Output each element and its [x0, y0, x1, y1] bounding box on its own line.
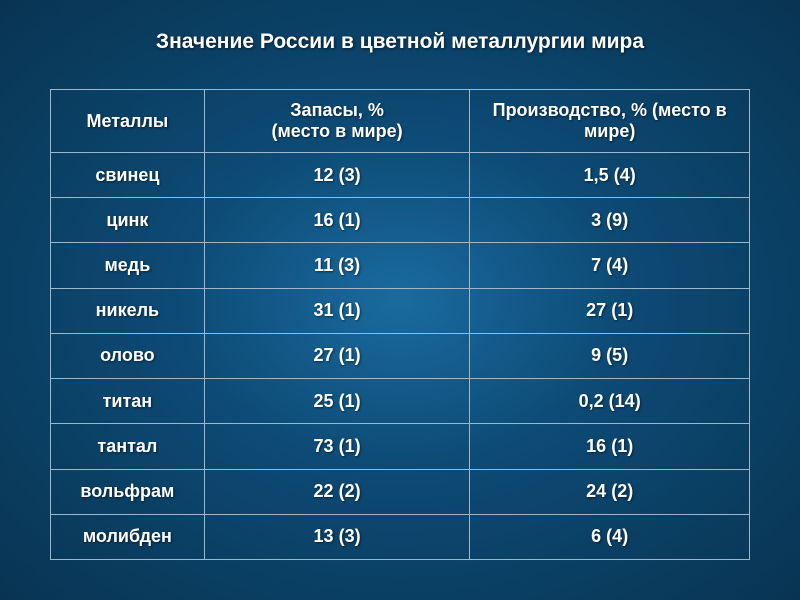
cell-production: 7 (4) [470, 243, 750, 288]
header-row: Металлы Запасы, %(место в мире) Производ… [51, 90, 750, 153]
cell-reserves: 12 (3) [204, 153, 470, 198]
col-header-production: Производство, % (место в мире) [470, 90, 750, 153]
table-row: олово27 (1)9 (5) [51, 333, 750, 378]
table-row: тантал73 (1)16 (1) [51, 424, 750, 469]
table-row: никель31 (1)27 (1) [51, 288, 750, 333]
cell-metal: свинец [51, 153, 205, 198]
cell-metal: олово [51, 333, 205, 378]
cell-metal: цинк [51, 198, 205, 243]
cell-production: 16 (1) [470, 424, 750, 469]
col-header-metal: Металлы [51, 90, 205, 153]
cell-reserves: 11 (3) [204, 243, 470, 288]
cell-metal: вольфрам [51, 469, 205, 514]
cell-production: 3 (9) [470, 198, 750, 243]
table-row: медь11 (3)7 (4) [51, 243, 750, 288]
cell-metal: титан [51, 379, 205, 424]
cell-metal: тантал [51, 424, 205, 469]
table-row: цинк16 (1)3 (9) [51, 198, 750, 243]
cell-production: 24 (2) [470, 469, 750, 514]
cell-metal: никель [51, 288, 205, 333]
slide-title: Значение России в цветной металлургии ми… [50, 30, 750, 54]
table-row: молибден13 (3)6 (4) [51, 514, 750, 559]
cell-production: 9 (5) [470, 333, 750, 378]
table-body: свинец12 (3)1,5 (4)цинк16 (1)3 (9)медь11… [51, 153, 750, 560]
cell-reserves: 31 (1) [204, 288, 470, 333]
table-row: свинец12 (3)1,5 (4) [51, 153, 750, 198]
cell-reserves: 73 (1) [204, 424, 470, 469]
cell-reserves: 25 (1) [204, 379, 470, 424]
cell-reserves: 13 (3) [204, 514, 470, 559]
cell-reserves: 22 (2) [204, 469, 470, 514]
slide: Значение России в цветной металлургии ми… [0, 0, 800, 600]
metallurgy-table: Металлы Запасы, %(место в мире) Производ… [50, 89, 750, 560]
cell-production: 6 (4) [470, 514, 750, 559]
cell-reserves: 27 (1) [204, 333, 470, 378]
cell-metal: молибден [51, 514, 205, 559]
cell-production: 0,2 (14) [470, 379, 750, 424]
table-container: Металлы Запасы, %(место в мире) Производ… [50, 89, 750, 560]
cell-metal: медь [51, 243, 205, 288]
table-row: титан25 (1)0,2 (14) [51, 379, 750, 424]
cell-reserves: 16 (1) [204, 198, 470, 243]
table-header: Металлы Запасы, %(место в мире) Производ… [51, 90, 750, 153]
col-header-reserves: Запасы, %(место в мире) [204, 90, 470, 153]
cell-production: 27 (1) [470, 288, 750, 333]
table-row: вольфрам22 (2)24 (2) [51, 469, 750, 514]
cell-production: 1,5 (4) [470, 153, 750, 198]
